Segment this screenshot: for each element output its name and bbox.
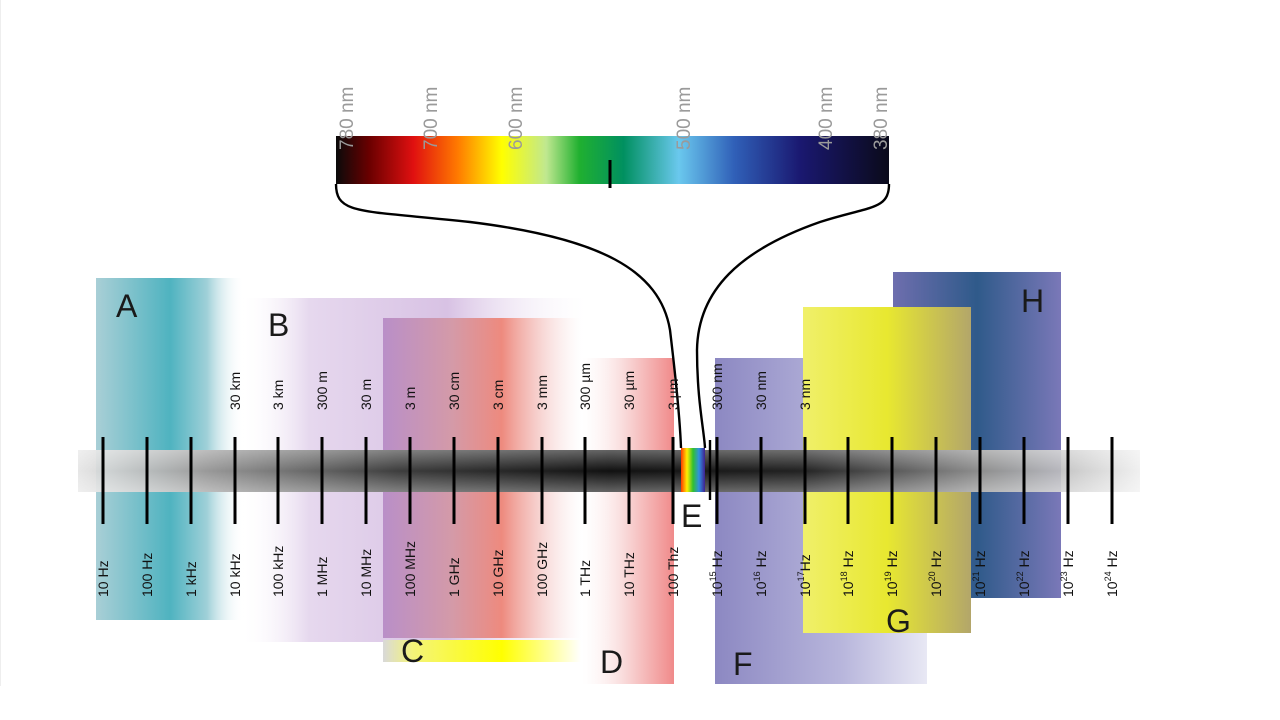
frequency-label: 1016 Hz	[752, 550, 769, 597]
wavelength-label: 3 m	[402, 387, 418, 410]
wavelength-labels: 30 km 3 km 300 m 30 m 3 m 30 cm 3 cm 3 mm 300 µm…	[227, 363, 813, 410]
frequency-label: 1 MHz	[314, 557, 330, 597]
nm-label: 380 nm	[871, 87, 892, 150]
region-a-letter: A	[116, 288, 138, 324]
frequency-label: 1023 Hz	[1059, 550, 1076, 597]
region-b-letter: B	[268, 307, 289, 343]
nm-label: 500 nm	[674, 87, 695, 150]
frequency-label: 10 MHz	[358, 549, 374, 597]
frequency-label: 1024 Hz	[1103, 550, 1120, 597]
nm-label: 700 nm	[421, 87, 442, 150]
nm-label: 400 nm	[816, 87, 837, 150]
visible-spectrum-bar	[336, 136, 889, 184]
frequency-label: 1022 Hz	[1015, 550, 1032, 597]
zoom-connector-right	[695, 183, 891, 449]
frequency-labels: 10 Hz 100 Hz 1 kHz 10 kHz 100 kHz 1 MHz 10 MHz…	[95, 541, 1120, 597]
frequency-label: 1 kHz	[183, 561, 199, 597]
wavelength-label: 30 m	[358, 379, 374, 410]
frequency-label: 10 GHz	[490, 550, 506, 597]
region-h-letter: H	[1021, 283, 1044, 319]
nm-label: 780 nm	[337, 87, 358, 150]
region-a-panel	[96, 278, 244, 620]
region-c-letter: C	[401, 633, 424, 669]
region-f-letter: F	[733, 646, 753, 682]
wavelength-label: 30 cm	[446, 372, 462, 410]
region-c-band	[383, 640, 581, 662]
frequency-label: 1015 Hz	[708, 550, 725, 597]
frequency-label: 10 THz	[621, 552, 637, 597]
region-e-letter: E	[681, 498, 702, 534]
visible-spectrum-labels: 780 nm 700 nm 600 nm 500 nm 400 nm 380 nm	[337, 87, 892, 150]
visible-light-strip	[681, 448, 705, 492]
frequency-label: 1 THz	[577, 560, 593, 597]
wavelength-label: 300 µm	[577, 363, 593, 410]
frequency-label: 100 GHz	[534, 542, 550, 597]
wavelength-label: 30 nm	[753, 371, 769, 410]
wavelength-label: 30 km	[227, 372, 243, 410]
nm-label: 600 nm	[506, 87, 527, 150]
frequency-label: 1018 Hz	[839, 550, 856, 597]
frequency-ticks	[101, 437, 1114, 524]
frequency-label: 1017Hz	[796, 554, 813, 597]
frequency-label: 100 MHz	[402, 541, 418, 597]
frequency-label: 100 kHz	[270, 546, 286, 597]
wavelength-label: 30 µm	[621, 371, 637, 410]
region-g-letter: G	[886, 603, 911, 639]
frequency-label: 1019 Hz	[883, 550, 900, 597]
frequency-label: 1020 Hz	[927, 550, 944, 597]
frequency-label: 10 kHz	[227, 553, 243, 597]
wavelength-label: 3 µm	[665, 379, 681, 410]
frequency-label: 10 Hz	[95, 560, 111, 597]
wavelength-label: 3 cm	[490, 380, 506, 410]
wavelength-label: 3 mm	[534, 375, 550, 410]
wavelength-label: 3 nm	[797, 379, 813, 410]
frequency-label: 1 GHz	[446, 557, 462, 597]
frequency-label: 1021 Hz	[971, 550, 988, 597]
frequency-label: 100 Hz	[139, 553, 155, 597]
wavelength-label: 300 nm	[709, 363, 725, 410]
wavelength-label: 3 km	[270, 380, 286, 410]
zoom-connector-left	[334, 183, 683, 449]
frequency-label: 100 Thz	[665, 547, 681, 597]
wavelength-label: 300 m	[314, 371, 330, 410]
region-d-letter: D	[600, 644, 623, 680]
